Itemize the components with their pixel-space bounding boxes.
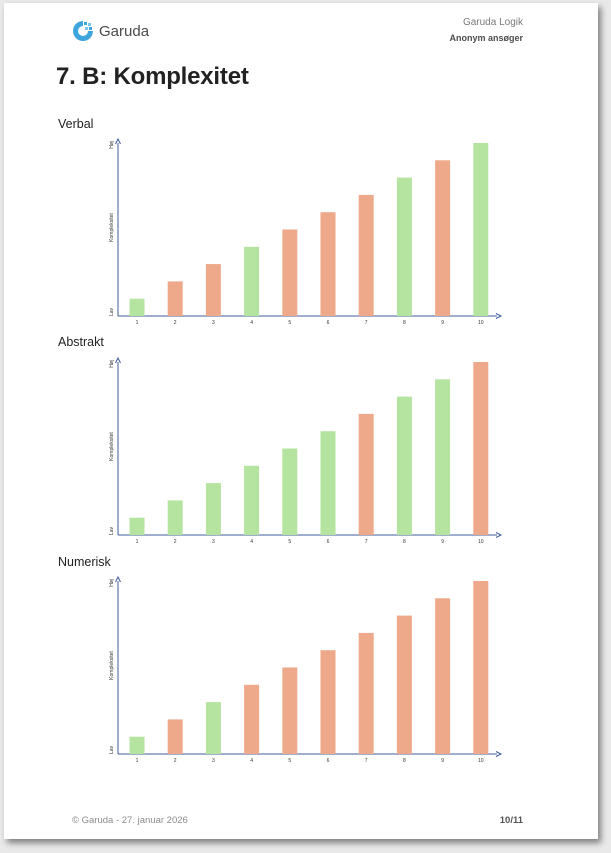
x-tick-label: 2 [174, 539, 177, 545]
applicant-name: Anonym ansøger [449, 33, 523, 43]
chart-title-abstrakt: Abstrakt [58, 335, 104, 349]
x-tick-label: 8 [403, 539, 406, 545]
bar [358, 413, 374, 535]
x-tick-label: 4 [250, 539, 253, 545]
x-tick-label: 8 [403, 320, 406, 326]
chart-title-numerisk: Numerisk [58, 555, 111, 569]
chart-verbal: Høj Kompleksitet Lav 1 2 3 4 5 6 7 8 9 10 [109, 137, 503, 326]
garuda-logo: Garuda [71, 17, 149, 45]
x-tick-label: 3 [212, 320, 215, 326]
x-tick-label: 7 [365, 539, 368, 545]
x-tick-label: 6 [327, 320, 330, 326]
bar [129, 736, 145, 754]
bar [358, 194, 374, 316]
y-top-label: Høj [109, 141, 115, 149]
y-axis-arrow [115, 137, 121, 145]
x-tick-label: 4 [250, 758, 253, 764]
x-tick-label: 8 [403, 758, 406, 764]
header-right: Garuda Logik Anonym ansøger [449, 17, 523, 43]
x-tick-label: 5 [288, 539, 291, 545]
bar [129, 517, 145, 535]
x-tick-label: 10 [478, 320, 484, 326]
y-bottom-label: Lav [109, 526, 115, 535]
bar [473, 143, 489, 316]
x-tick-label: 6 [327, 758, 330, 764]
chart-numerisk: Høj Kompleksitet Lav 1 2 3 4 5 6 7 8 9 10 [109, 575, 503, 764]
bar [244, 246, 260, 316]
bar [435, 160, 451, 316]
page-number: 10/11 [499, 815, 523, 826]
bar [129, 298, 145, 316]
document-page: Garuda Garuda Logik Anonym ansøger 7. B:… [4, 3, 598, 839]
x-tick-label: 5 [288, 320, 291, 326]
y-axis-arrow [115, 356, 121, 364]
bar [282, 667, 298, 754]
bar [205, 264, 221, 316]
bar [358, 632, 374, 754]
y-top-label: Høj [109, 360, 115, 368]
x-tick-label: 4 [250, 320, 253, 326]
bar [282, 448, 298, 535]
x-axis-arrow [495, 313, 503, 319]
bar [320, 431, 336, 535]
page-title: 7. B: Komplexitet [56, 63, 249, 90]
garuda-logo-icon [73, 21, 93, 41]
bar [167, 500, 183, 535]
x-tick-label: 1 [136, 320, 139, 326]
bar [396, 396, 412, 535]
logo-text: Garuda [99, 22, 150, 40]
bar [320, 212, 336, 316]
x-axis-arrow [495, 751, 503, 757]
x-tick-label: 10 [478, 758, 484, 764]
y-axis-label: Kompleksitet [109, 432, 115, 461]
bar [473, 581, 489, 754]
bar [205, 483, 221, 535]
y-axis-label: Kompleksitet [109, 213, 115, 242]
bar [244, 684, 260, 754]
y-bottom-label: Lav [109, 745, 115, 754]
x-axis-arrow [495, 532, 503, 538]
chart-title-verbal: Verbal [58, 117, 94, 131]
bar [205, 702, 221, 754]
bar [435, 598, 451, 754]
bar [320, 650, 336, 754]
y-axis-label: Kompleksitet [109, 651, 115, 680]
x-tick-label: 7 [365, 320, 368, 326]
x-tick-label: 9 [441, 320, 444, 326]
bar [473, 362, 489, 535]
x-tick-label: 10 [478, 539, 484, 545]
x-tick-label: 1 [136, 539, 139, 545]
x-tick-label: 9 [441, 758, 444, 764]
x-tick-label: 2 [174, 320, 177, 326]
bar [282, 229, 298, 316]
y-axis-arrow [115, 575, 121, 583]
bar [167, 281, 183, 316]
y-bottom-label: Lav [109, 307, 115, 316]
chart-abstrakt: Høj Kompleksitet Lav 1 2 3 4 5 6 7 8 9 10 [109, 356, 503, 545]
x-tick-label: 2 [174, 758, 177, 764]
x-tick-label: 1 [136, 758, 139, 764]
bar [167, 719, 183, 754]
x-tick-label: 5 [288, 758, 291, 764]
bar [396, 615, 412, 754]
y-top-label: Høj [109, 579, 115, 587]
x-tick-label: 6 [327, 539, 330, 545]
product-name: Garuda Logik [462, 17, 523, 28]
bar [396, 177, 412, 316]
bar [435, 379, 451, 535]
x-tick-label: 3 [212, 758, 215, 764]
x-tick-label: 9 [441, 539, 444, 545]
x-tick-label: 3 [212, 539, 215, 545]
footer-copyright: © Garuda - 27. januar 2026 [72, 815, 188, 826]
x-tick-label: 7 [365, 758, 368, 764]
bar [244, 465, 260, 535]
